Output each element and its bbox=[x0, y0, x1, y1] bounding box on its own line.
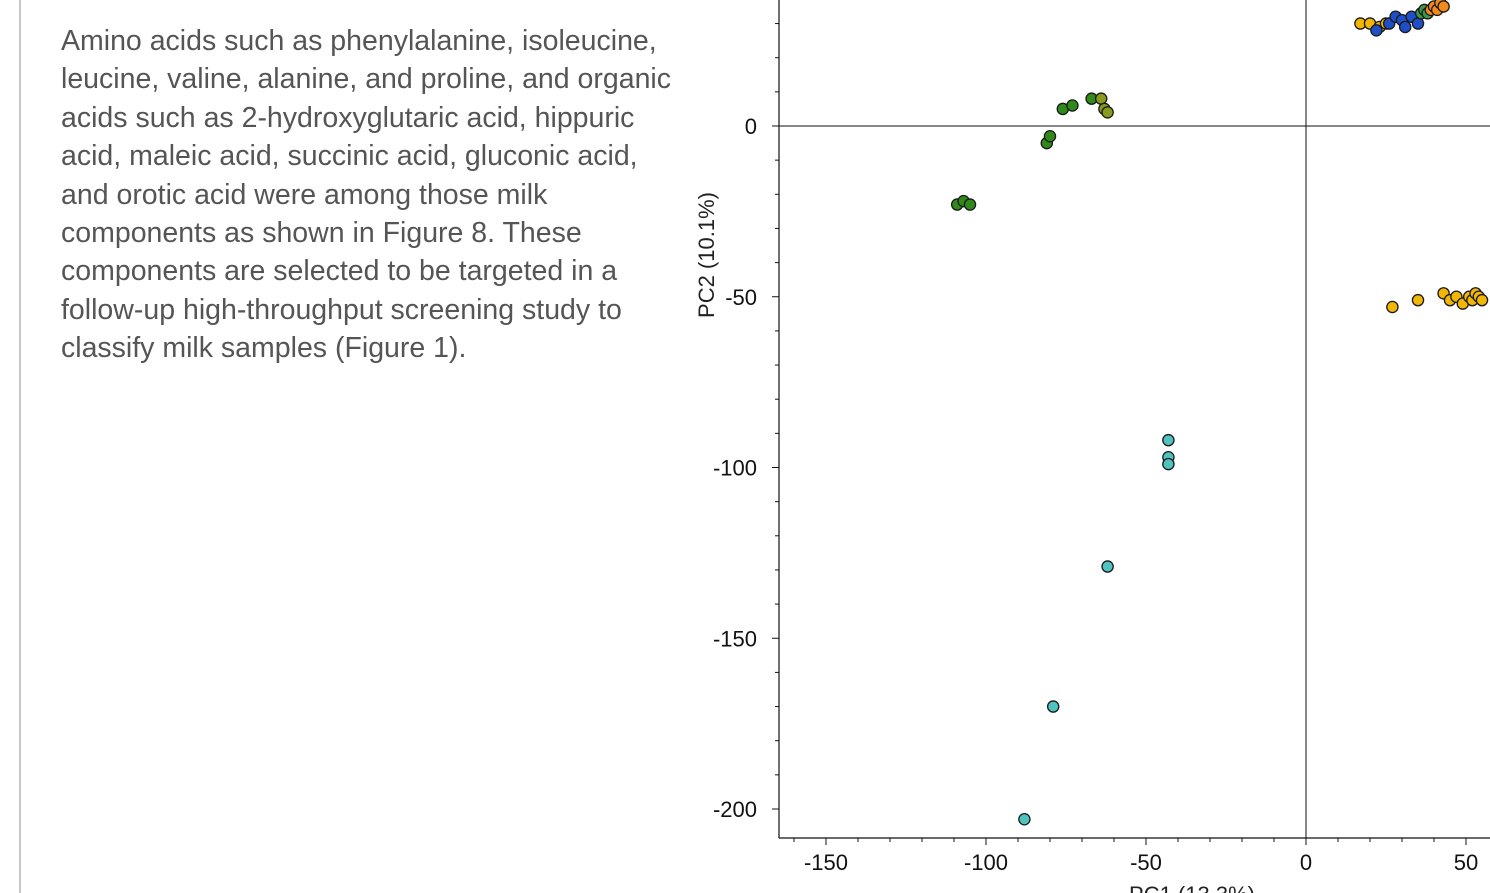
x-tick-label: 0 bbox=[1300, 850, 1312, 875]
data-point bbox=[1411, 293, 1425, 307]
x-tick-label: -50 bbox=[1130, 850, 1162, 875]
data-point bbox=[1370, 24, 1383, 37]
y-tick-label: -200 bbox=[713, 797, 757, 822]
data-point bbox=[963, 198, 977, 211]
data-point bbox=[1386, 300, 1399, 314]
data-point bbox=[1411, 17, 1425, 30]
data-point bbox=[1046, 700, 1060, 713]
y-tick-label: -50 bbox=[725, 285, 757, 310]
y-tick-label: 0 bbox=[745, 114, 757, 139]
x-tick-label: -100 bbox=[964, 850, 1008, 875]
data-point bbox=[1043, 129, 1057, 143]
data-point bbox=[1162, 433, 1175, 447]
data-point bbox=[1162, 457, 1175, 471]
y-tick-label: -150 bbox=[713, 626, 757, 651]
data-point bbox=[1398, 20, 1412, 34]
x-tick-label: -150 bbox=[804, 850, 848, 875]
figure-caption-paragraph: Amino acids such as phenylalanine, isole… bbox=[61, 25, 672, 365]
chart-points bbox=[950, 0, 1489, 826]
data-point bbox=[1066, 99, 1079, 112]
x-axis-title: PC1 (13.3%) bbox=[1129, 882, 1255, 893]
data-point bbox=[1094, 92, 1108, 105]
y-axis-title: PC2 (10.1%) bbox=[694, 192, 719, 318]
data-point bbox=[1018, 812, 1031, 826]
data-point bbox=[1475, 293, 1489, 307]
y-tick-label: -100 bbox=[713, 456, 757, 481]
chart-axes: -150 -100 -50 0 50 0 -50 -100 -150 -200 PC1 (13.3%… bbox=[694, 0, 1490, 893]
data-point bbox=[1437, 0, 1450, 13]
data-point bbox=[1101, 560, 1114, 573]
data-point bbox=[1101, 106, 1114, 119]
left-border-rule bbox=[19, 0, 21, 893]
x-tick-label: 50 bbox=[1454, 850, 1478, 875]
